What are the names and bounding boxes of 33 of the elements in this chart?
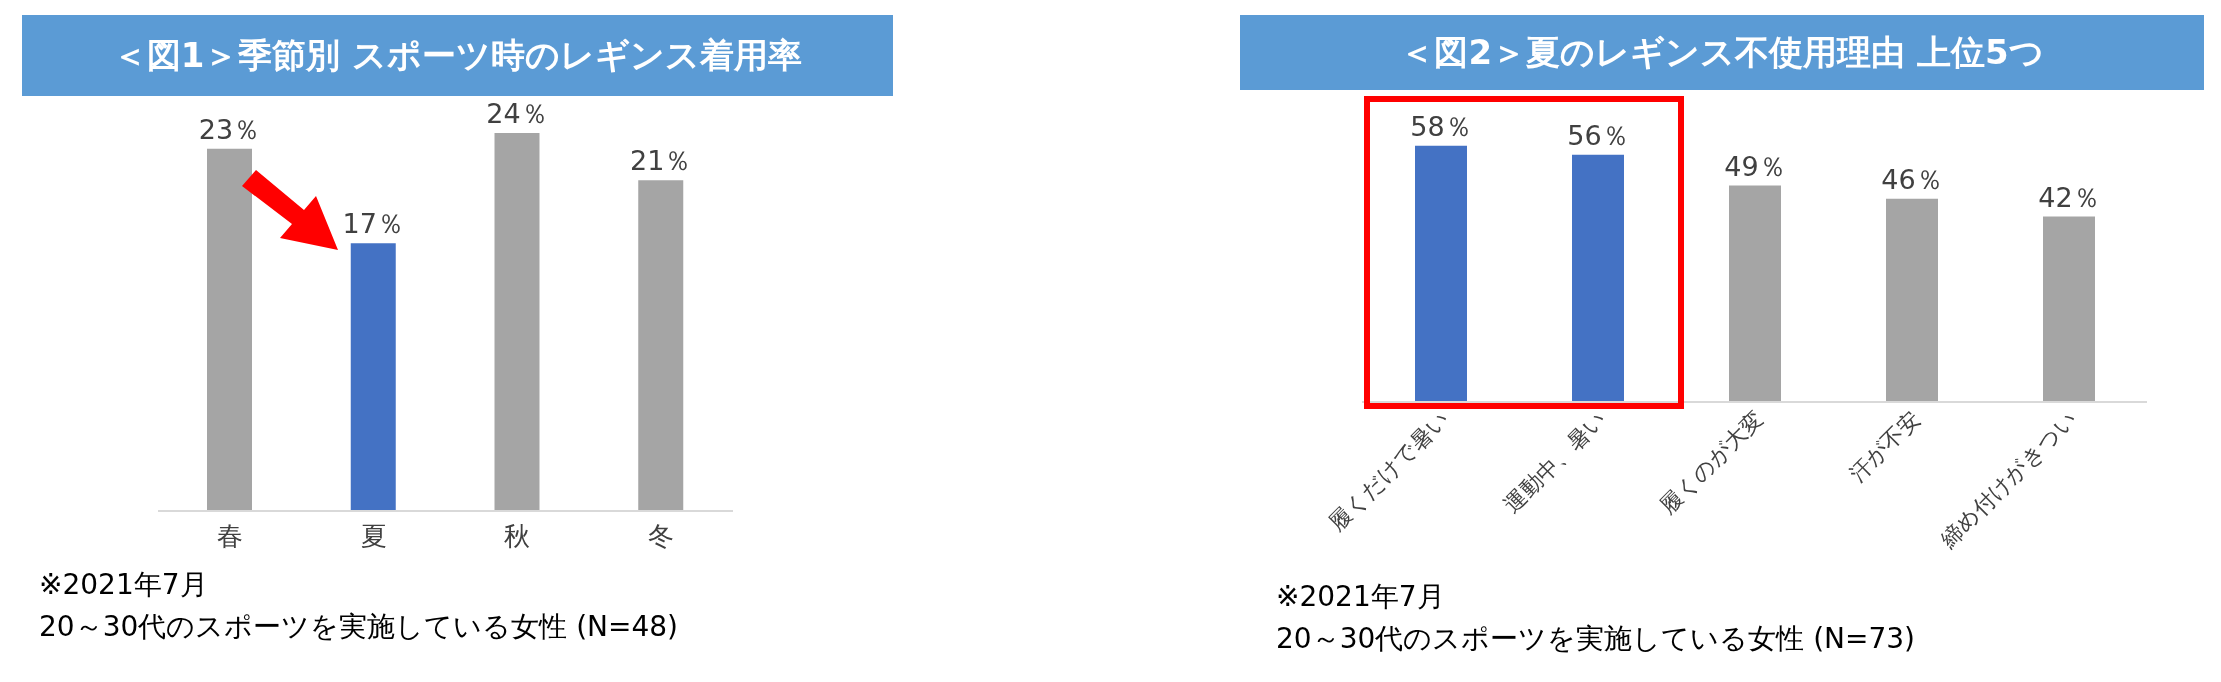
bar (494, 133, 540, 511)
bar (2043, 216, 2095, 402)
data-label: 42％ (2038, 181, 2100, 213)
bar (1572, 154, 1624, 402)
bar (350, 243, 396, 511)
x-tick-label: 履くだけで暑い (1323, 405, 1455, 536)
text: 20～30代のスポーツを実施している女性 (N=48) (39, 609, 679, 645)
x-tick-label: 冬 (648, 521, 675, 551)
text: ※2021年7月 (39, 567, 209, 603)
data-label: 24％ (486, 98, 548, 129)
x-tick-label: 運動中、暑い (1499, 405, 1612, 518)
chart-title: ＜図2＞夏のレギンス不使用理由 上位5つ (1240, 15, 2204, 90)
x-tick-label: 夏 (360, 521, 387, 551)
x-tick-label: 春 (216, 521, 243, 551)
bar (1886, 198, 1938, 402)
x-tick-label: 履くのが大変 (1654, 405, 1769, 519)
text: ※2021年7月 (1276, 579, 1446, 615)
data-label: 49％ (1724, 150, 1786, 182)
data-label: 58％ (1410, 110, 1472, 142)
data-label: 56％ (1567, 119, 1629, 151)
bar (1415, 145, 1467, 402)
chart-title: ＜図1＞季節別 スポーツ時のレギンス着用率 (22, 15, 893, 96)
x-tick-label: 汗が不安 (1844, 405, 1926, 487)
data-label: 23％ (198, 113, 261, 145)
x-tick-label: 締め付けがきつい (1934, 405, 2083, 553)
x-tick-label: 秋 (504, 521, 531, 551)
bar (207, 148, 252, 511)
text: 20～30代のスポーツを実施している女性 (N=73) (1276, 621, 1916, 657)
data-label: 21％ (630, 145, 692, 177)
data-label: 17％ (342, 208, 404, 240)
bar (1729, 185, 1781, 402)
bar (638, 180, 684, 511)
data-label: 46％ (1881, 163, 1943, 195)
